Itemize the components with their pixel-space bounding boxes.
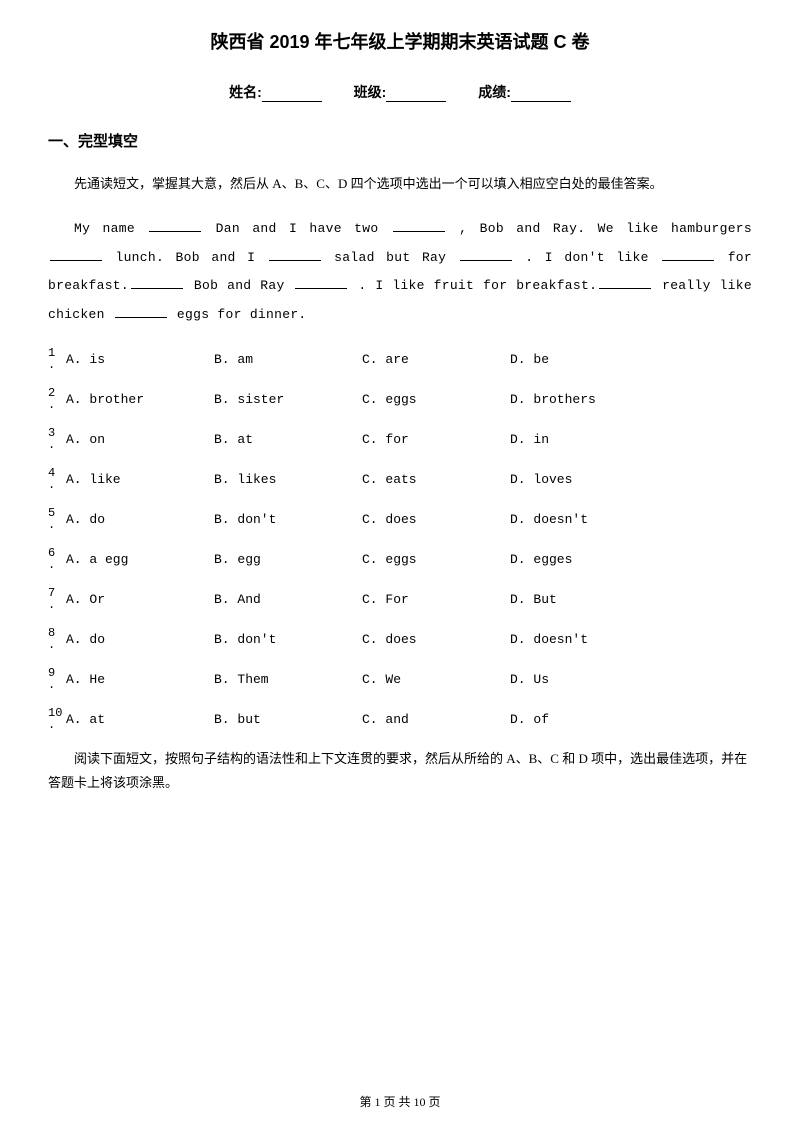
option-b[interactable]: B. at xyxy=(214,432,362,447)
option-a[interactable]: A. a egg xyxy=(66,552,214,567)
option-c[interactable]: C. are xyxy=(362,352,510,367)
option-b[interactable]: B. likes xyxy=(214,472,362,487)
option-a[interactable]: A. like xyxy=(66,472,214,487)
option-c[interactable]: C. For xyxy=(362,592,510,607)
option-b[interactable]: B. am xyxy=(214,352,362,367)
question-number: 10. xyxy=(48,707,64,731)
question-number: 8. xyxy=(48,627,64,651)
option-c[interactable]: C. and xyxy=(362,712,510,727)
option-c[interactable]: C. eggs xyxy=(362,392,510,407)
option-d[interactable]: D. be xyxy=(510,352,658,367)
option-a[interactable]: A. Or xyxy=(66,592,214,607)
info-row: 姓名: 班级: 成绩: xyxy=(48,82,752,102)
class-label: 班级: xyxy=(354,84,387,100)
option-a[interactable]: A. on xyxy=(66,432,214,447)
option-c[interactable]: C. eats xyxy=(362,472,510,487)
score-label: 成绩: xyxy=(478,84,511,100)
class-blank[interactable] xyxy=(386,88,446,102)
passage-blank-3 xyxy=(50,249,102,261)
instruction-2: 阅读下面短文，按照句子结构的语法性和上下文连贯的要求，然后从所给的 A、B、C … xyxy=(48,747,752,794)
option-d[interactable]: D. in xyxy=(510,432,658,447)
question-row: 9.A. HeB. ThemC. WeD. Us xyxy=(48,667,752,691)
option-d[interactable]: D. egges xyxy=(510,552,658,567)
option-b[interactable]: B. egg xyxy=(214,552,362,567)
option-c[interactable]: C. does xyxy=(362,512,510,527)
passage-blank-4 xyxy=(269,249,321,261)
question-number: 9. xyxy=(48,667,64,691)
passage-blank-5 xyxy=(460,249,512,261)
option-c[interactable]: C. for xyxy=(362,432,510,447)
option-c[interactable]: C. does xyxy=(362,632,510,647)
option-c[interactable]: C. eggs xyxy=(362,552,510,567)
page-footer: 第 1 页 共 10 页 xyxy=(0,1093,800,1110)
option-d[interactable]: D. doesn't xyxy=(510,632,658,647)
question-number: 7. xyxy=(48,587,64,611)
option-a[interactable]: A. at xyxy=(66,712,214,727)
question-number: 5. xyxy=(48,507,64,531)
name-blank[interactable] xyxy=(262,88,322,102)
name-label: 姓名: xyxy=(229,84,262,100)
option-d[interactable]: D. brothers xyxy=(510,392,658,407)
question-row: 4.A. likeB. likesC. eatsD. loves xyxy=(48,467,752,491)
option-d[interactable]: D. Us xyxy=(510,672,658,687)
option-b[interactable]: B. but xyxy=(214,712,362,727)
passage-blank-7 xyxy=(131,277,183,289)
option-b[interactable]: B. sister xyxy=(214,392,362,407)
option-d[interactable]: D. of xyxy=(510,712,658,727)
option-a[interactable]: A. do xyxy=(66,512,214,527)
section-heading: 一、完型填空 xyxy=(48,130,752,151)
option-a[interactable]: A. brother xyxy=(66,392,214,407)
question-row: 2.A. brotherB. sisterC. eggsD. brothers xyxy=(48,387,752,411)
instruction-1: 先通读短文，掌握其大意，然后从 A、B、C、D 四个选项中选出一个可以填入相应空… xyxy=(48,173,752,195)
option-d[interactable]: D. loves xyxy=(510,472,658,487)
option-b[interactable]: B. Them xyxy=(214,672,362,687)
passage: My name Dan and I have two , Bob and Ray… xyxy=(48,215,752,329)
passage-blank-1 xyxy=(149,220,201,232)
question-number: 2. xyxy=(48,387,64,411)
option-d[interactable]: D. But xyxy=(510,592,658,607)
passage-blank-6 xyxy=(662,249,714,261)
question-number: 1. xyxy=(48,347,64,371)
passage-blank-9 xyxy=(599,277,651,289)
question-row: 10.A. atB. butC. andD. of xyxy=(48,707,752,731)
score-blank[interactable] xyxy=(511,88,571,102)
question-row: 1.A. isB. amC. areD. be xyxy=(48,347,752,371)
option-c[interactable]: C. We xyxy=(362,672,510,687)
page-title: 陕西省 2019 年七年级上学期期末英语试题 C 卷 xyxy=(48,28,752,54)
option-a[interactable]: A. do xyxy=(66,632,214,647)
option-b[interactable]: B. And xyxy=(214,592,362,607)
option-a[interactable]: A. He xyxy=(66,672,214,687)
passage-blank-8 xyxy=(295,277,347,289)
question-row: 8.A. doB. don'tC. doesD. doesn't xyxy=(48,627,752,651)
option-b[interactable]: B. don't xyxy=(214,512,362,527)
question-number: 3. xyxy=(48,427,64,451)
option-d[interactable]: D. doesn't xyxy=(510,512,658,527)
question-row: 3.A. onB. atC. forD. in xyxy=(48,427,752,451)
passage-blank-10 xyxy=(115,306,167,318)
question-number: 4. xyxy=(48,467,64,491)
option-a[interactable]: A. is xyxy=(66,352,214,367)
passage-blank-2 xyxy=(393,220,445,232)
question-row: 6.A. a eggB. eggC. eggsD. egges xyxy=(48,547,752,571)
question-number: 6. xyxy=(48,547,64,571)
question-row: 7.A. OrB. AndC. ForD. But xyxy=(48,587,752,611)
question-row: 5.A. doB. don'tC. doesD. doesn't xyxy=(48,507,752,531)
option-b[interactable]: B. don't xyxy=(214,632,362,647)
